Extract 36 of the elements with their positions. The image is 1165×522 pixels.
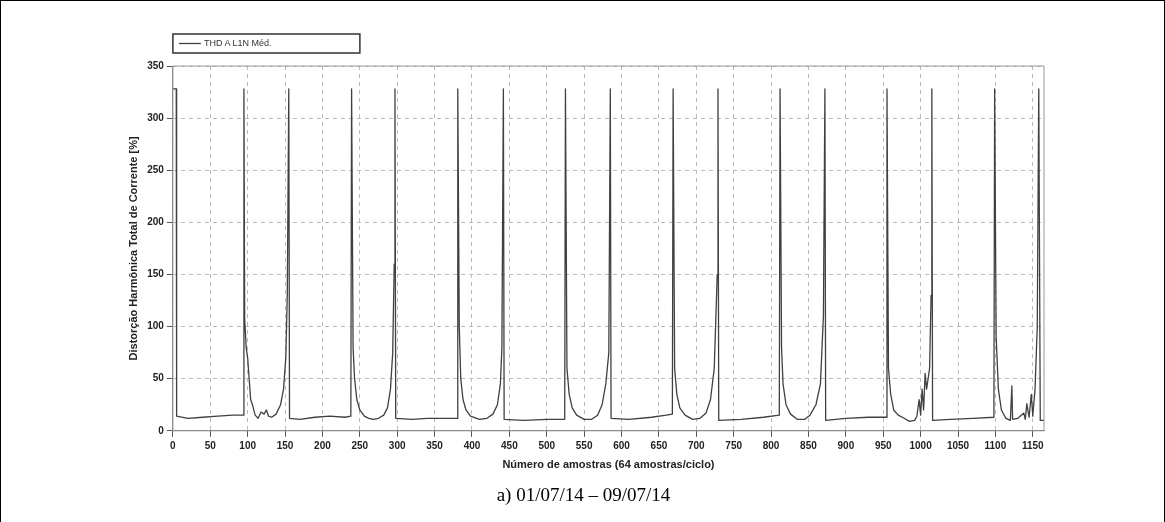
y-tick-label: 200	[147, 216, 165, 228]
x-tick-label: 1000	[909, 439, 933, 451]
y-tick-label: 250	[147, 163, 165, 175]
x-tick-label: 350	[426, 439, 444, 451]
x-tick-label: 50	[204, 439, 217, 451]
x-tick-label: 650	[650, 439, 668, 451]
x-tick-label: 500	[538, 439, 556, 451]
x-tick-label: 100	[239, 439, 257, 451]
y-tick-label: 300	[147, 111, 165, 123]
x-tick-label: 950	[874, 439, 893, 451]
y-tick-label: 150	[147, 268, 165, 280]
x-axis-title: Número de amostras (64 amostras/ciclo)	[502, 458, 715, 471]
x-tick-label: 1100	[984, 439, 1007, 451]
x-tick-label: 550	[575, 439, 593, 451]
text: a) 01/07/14 – 09/07/14	[495, 484, 672, 506]
x-tick-label: 250	[351, 439, 369, 451]
x-tick-label: 450	[501, 439, 519, 451]
x-tick-label: 800	[762, 439, 780, 451]
x-tick-label: 1150	[1021, 439, 1045, 451]
x-tick-label: 150	[276, 439, 294, 451]
x-tick-label: 750	[725, 439, 743, 451]
x-tick-label: 600	[613, 439, 631, 451]
x-tick-label: 300	[388, 439, 406, 451]
legend-label: THD A L1N Méd.	[203, 37, 272, 48]
y-tick-label: 0	[158, 424, 165, 436]
x-tick-label: 200	[314, 439, 332, 451]
y-axis-title: Distorção Harmônica Total de Corrente [%]	[126, 136, 139, 361]
x-tick-label: 1050	[946, 439, 970, 451]
x-tick-label: 850	[800, 439, 818, 451]
y-tick-label: 350	[147, 59, 165, 71]
x-tick-label: 700	[687, 439, 706, 451]
x-tick-label: 900	[837, 439, 855, 451]
y-tick-label: 50	[152, 372, 165, 384]
x-tick-label: 400	[463, 439, 481, 451]
y-tick-label: 100	[147, 320, 165, 332]
x-tick-label: 0	[170, 439, 177, 451]
